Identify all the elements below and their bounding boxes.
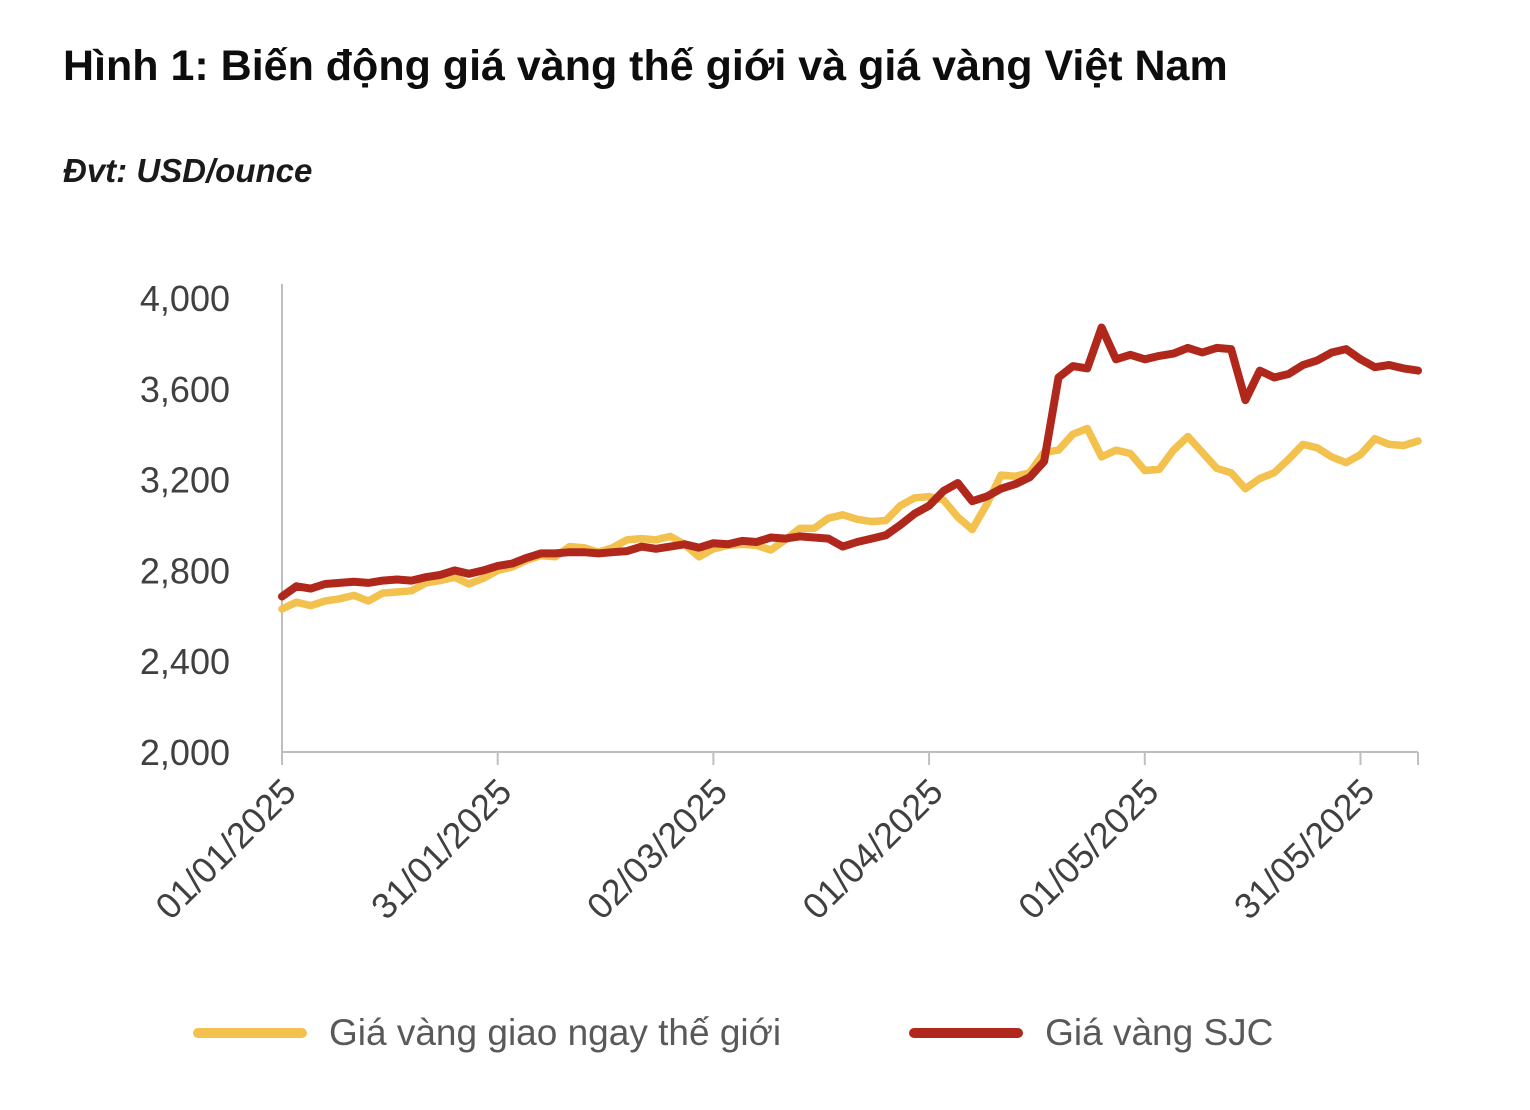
sjc-price-line (278, 323, 1422, 601)
y-tick-label: 3,600 (140, 369, 230, 410)
legend-item-sjc: Giá vàng SJC (909, 1012, 1273, 1054)
x-tick-label: 01/05/2025 (1010, 771, 1166, 927)
unit-label: Đvt: USD/ounce (63, 152, 313, 189)
x-tick-label: 31/01/2025 (363, 771, 519, 927)
y-tick-label: 2,800 (140, 550, 230, 591)
world-spot-legend-label: Giá vàng giao ngay thế giới (329, 1012, 782, 1053)
y-tick-label: 3,200 (140, 460, 230, 501)
sjc-legend-label: Giá vàng SJC (1045, 1012, 1274, 1053)
figure-title: Hình 1: Biến động giá vàng thế giới và g… (63, 42, 1228, 90)
world-spot-price-line (278, 424, 1422, 613)
sjc-line-swatch (909, 1028, 1024, 1038)
y-tick-label: 2,000 (140, 732, 230, 773)
x-tick-label: 31/05/2025 (1226, 771, 1382, 927)
y-tick-label: 2,400 (140, 641, 230, 682)
world-spot-line-swatch (193, 1028, 307, 1038)
y-tick-label: 4,000 (140, 278, 230, 319)
x-tick-label: 02/03/2025 (579, 771, 735, 927)
x-tick-label: 01/04/2025 (794, 771, 950, 927)
chart-legend: Giá vàng giao ngay thế giới Giá vàng SJC (193, 1012, 1273, 1054)
x-tick-label: 01/01/2025 (147, 771, 303, 927)
legend-item-world-spot: Giá vàng giao ngay thế giới (193, 1012, 781, 1054)
